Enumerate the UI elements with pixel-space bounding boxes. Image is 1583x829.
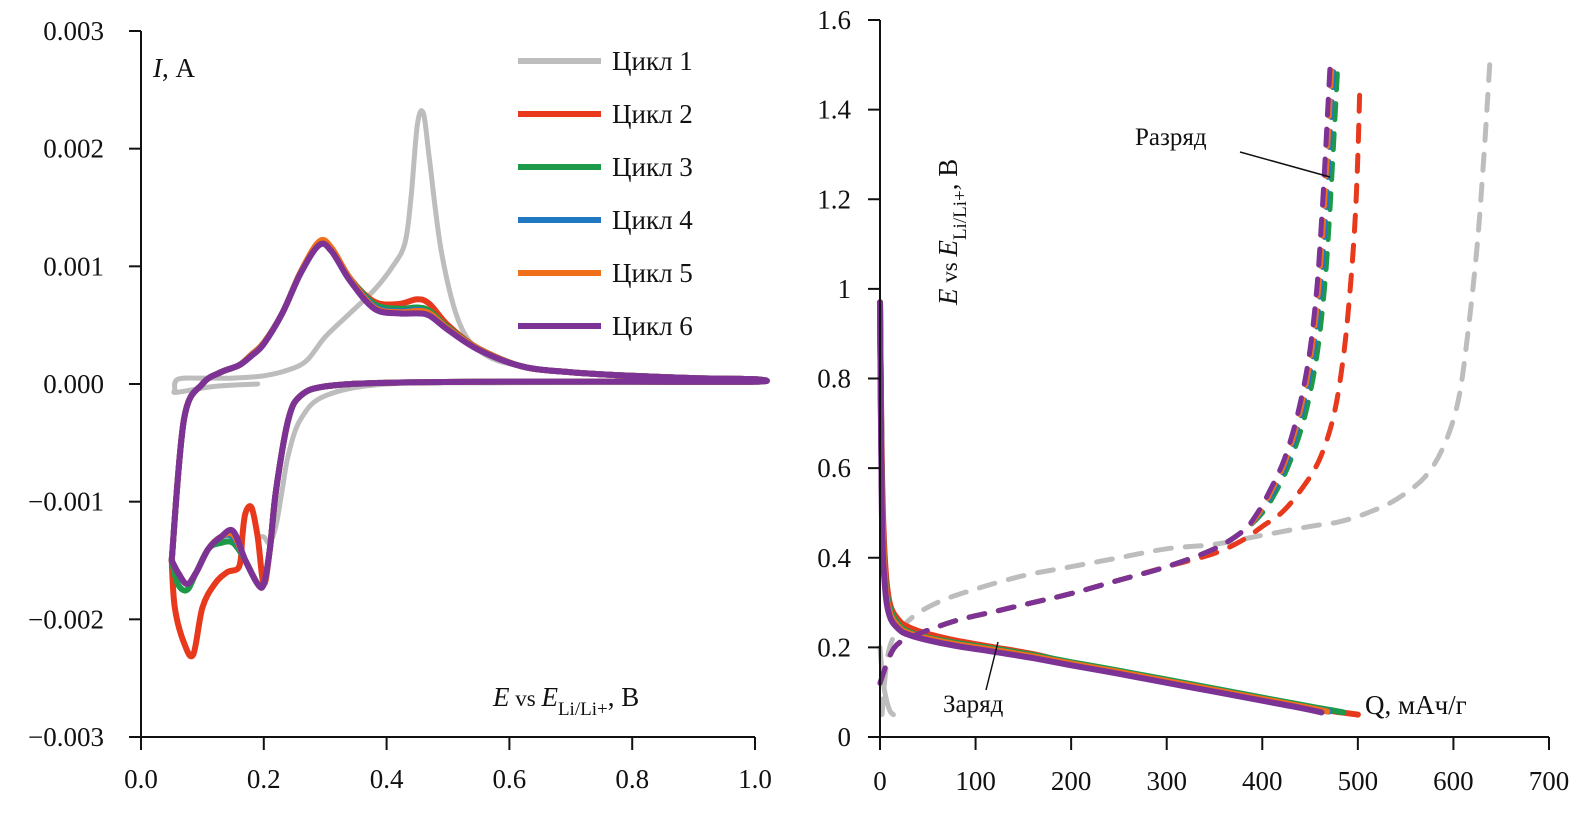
gcd-series-discharge-cycle-6 [877,62,1333,686]
gcd-x-tick-label: 300 [1146,766,1187,796]
gcd-x-tick-label: 500 [1338,766,1379,796]
cv-y-tick-label: −0.001 [28,487,104,517]
cv-y-tick-label: 0.000 [43,369,104,399]
gcd-y-tick-label: 0.6 [817,453,851,483]
gcd-x-tick-label: 700 [1529,766,1570,796]
cv-x-label-sub: Li/Li+ [558,699,608,720]
cv-x-label-vs: vs [510,686,542,711]
cv-y-tick-label: 0.003 [43,16,104,46]
gcd-y-label-e2: E [933,240,963,258]
gcd-series-discharge-cycle-3 [877,62,1341,686]
gcd-x-ticks: 0 100 200 300 400 500 600 700 [873,737,1569,796]
cv-plot-area [168,108,770,660]
cv-series-line-cycle-2 [168,238,770,660]
gcd-y-label-sub: Li/Li+ [950,190,971,240]
gcd-y-label-unit: , В [933,159,963,191]
cv-y-label-unit: , А [162,53,196,83]
gcd-y-tick-label: 1.2 [817,184,851,214]
cv-x-label-unit: , В [608,682,640,712]
cv-x-axis-label: E vs ELi/Li+, В [492,682,639,720]
gcd-y-tick-label: 1.4 [817,95,851,125]
gcd-x-tick-label: 200 [1051,766,1092,796]
legend-label-cycle-4: Цикл 4 [612,205,693,235]
cv-y-label-symbol: I [152,53,164,83]
gcd-x-tick-label: 100 [955,766,996,796]
gcd-y-label-vs: vs [937,257,962,289]
gcd-series-discharge-cycle-1 [879,62,1493,718]
gcd-series-charge-cycle-5 [877,299,1331,715]
legend-label-cycle-1: Цикл 1 [612,46,693,76]
gcd-y-axis-label: E vs ELi/Li+, В [933,159,971,306]
legend-label-cycle-5: Цикл 5 [612,258,693,288]
legend-label-cycle-3: Цикл 3 [612,152,693,182]
gcd-y-tick-label: 0 [838,722,852,752]
cv-legend: Цикл 1 Цикл 2 Цикл 3 Цикл 4 Цикл 5 Цикл 6 [518,46,693,341]
gcd-plot-area [877,62,1493,718]
cv-x-tick-label: 0.2 [247,764,281,794]
gcd-x-tick-label: 0 [873,766,887,796]
gcd-y-tick-label: 0.2 [817,632,851,662]
discharge-annotation-leader [1239,151,1331,178]
cv-y-tick-label: −0.002 [28,604,104,634]
legend-label-cycle-2: Цикл 2 [612,99,693,129]
cv-series-line-cycle-1 [171,108,766,546]
gcd-series-charge-cycle-1 [877,644,896,718]
gcd-y-tick-label: 0.4 [817,543,851,573]
legend-label-cycle-6: Цикл 6 [612,311,693,341]
cv-x-tick-label: 0.0 [124,764,158,794]
charge-annotation-leader [985,641,999,691]
gcd-y-tick-label: 1 [838,274,852,304]
gcd-series-discharge-cycle-5 [877,62,1335,686]
cv-x-tick-label: 0.8 [615,764,649,794]
gcd-y-ticks: 1.6 1.4 1.2 1 0.8 0.6 0.4 0.2 0 [817,5,880,752]
gcd-x-tick-label: 400 [1242,766,1283,796]
discharge-annotation: Разряд [1135,124,1207,151]
gcd-y-tick-label: 1.6 [817,5,851,35]
cv-y-tick-label: −0.003 [28,722,104,752]
gcd-y-tick-label: 0.8 [817,364,851,394]
charge-discharge-chart: 1.6 1.4 1.2 1 0.8 0.6 0.4 0.2 0 0 100 200 300 400 500… [817,5,1569,796]
cv-chart: 0.003 0.002 0.001 0.000 −0.001 −0.002 −0.003 0… [28,16,772,794]
cv-y-tick-label: 0.001 [43,251,104,281]
cv-x-tick-label: 1.0 [738,764,772,794]
cv-x-ticks: 0.0 0.2 0.4 0.6 0.8 1.0 [124,737,772,794]
cv-series-line-cycle-6 [168,240,770,591]
gcd-x-tick-label: 600 [1433,766,1474,796]
charge-annotation: Заряд [943,691,1004,718]
cv-x-tick-label: 0.6 [493,764,527,794]
gcd-series-charge-cycle-6 [877,299,1325,716]
gcd-series-discharge-cycle-4 [877,62,1337,686]
gcd-x-axis-label: Q, мАч/г [1365,690,1467,720]
gcd-series-charge-cycle-3 [877,299,1347,716]
cv-y-axis-label: I, А [152,53,196,83]
gcd-y-label-e: E [933,288,963,306]
cv-x-label-e2: E [540,682,558,712]
cv-y-tick-label: 0.002 [43,134,104,164]
gcd-series-charge-cycle-4 [877,299,1333,715]
cv-x-tick-label: 0.4 [370,764,404,794]
cv-y-ticks: 0.003 0.002 0.001 0.000 −0.001 −0.002 −0.003 [28,16,141,752]
cv-x-label-e: E [492,682,510,712]
